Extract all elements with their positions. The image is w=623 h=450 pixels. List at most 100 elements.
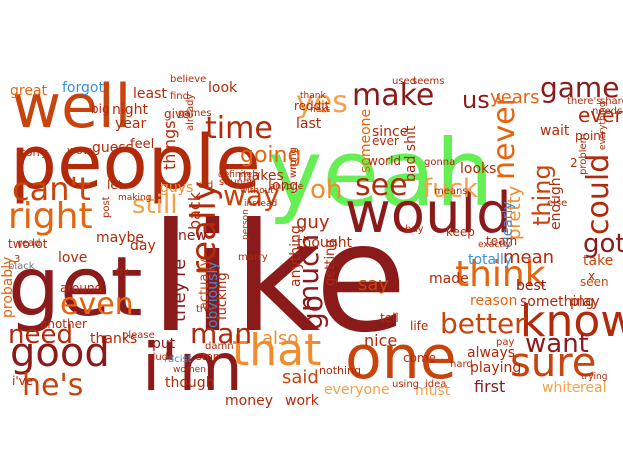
word-last: last [296,116,322,132]
word-sounds: sounds [219,177,255,188]
word-using: using [392,379,419,390]
word-wrong: wrong [288,147,299,178]
word-big: big [91,102,110,116]
word-else: else [547,198,567,209]
word-money: money [225,393,273,409]
word-well: well [12,72,131,142]
word-damn: damn [205,341,234,352]
word-share: share [600,96,623,107]
word-i-m: i'm [142,329,243,406]
word-get: get [8,240,143,335]
word-look: look [208,80,238,96]
word-stop: stop [196,350,220,363]
word-bad-shit: bad shit [403,125,419,182]
word-post: post [101,196,112,218]
word-game: game [540,71,619,104]
word-exactly: exactly [478,240,511,250]
word-ever: ever [372,134,399,148]
word-yeah: yeah [268,120,494,227]
word-give: give [164,107,189,121]
word-wait: wait [540,123,570,139]
word-can-t: can't [12,170,91,208]
word-lot: lot [32,237,48,251]
word-reason: reason [470,293,517,309]
word-sorry: sorry [20,146,48,159]
word-us: us [462,86,490,114]
word-much: much [292,234,325,312]
word-racist: racist [164,354,192,365]
word-need: need [8,320,73,350]
word-everything: everything [598,101,608,150]
word-best: best [516,278,547,294]
word-true: true [196,304,217,315]
word-around: around [60,281,102,295]
word-first: first [474,377,505,396]
word-he-s: he's [22,368,83,403]
word-point: point [575,129,606,143]
word-something: something [520,294,594,310]
word-play: play [570,294,600,310]
word-thing: thing [528,164,556,226]
word-definitely: definitely [218,170,261,180]
word-black: black [8,261,35,272]
word-games: games [178,108,212,119]
word-things: things [160,121,179,171]
word-anything: anything [288,225,304,287]
word-obviously: obviously [205,261,221,328]
word-pretty: pretty [504,185,525,240]
word-without: without [240,186,274,196]
word-nothing: nothing [319,364,361,377]
word-like: like [150,192,407,366]
word-someone: someone [358,109,374,173]
word-great: great [10,83,48,99]
word-man: man [190,317,252,350]
word-pay: pay [496,337,514,348]
word-seems: seems [412,76,444,87]
word-least: least [133,86,167,102]
word-back: back [185,191,204,230]
word-way: way [223,179,280,212]
word-love: love [58,250,87,266]
word-never: never [487,93,522,180]
word-thank: thank [300,91,326,101]
word-marry: marry [238,252,268,263]
word-dude: dude [149,352,174,363]
word-seen: seen [580,275,609,289]
word-hard: hard [450,359,473,370]
word-try: try [116,267,129,277]
word-guess: guess [92,140,133,156]
word-two: two [8,237,30,251]
word-feel: feel [130,137,154,152]
word-oh: oh [310,175,342,205]
word-let: let [107,178,123,192]
word-makes: makes [238,168,284,184]
word-gonna: gonna [424,157,455,168]
word-know: know [520,296,623,347]
word-going: going [240,143,301,168]
word-that: that [232,325,321,376]
word-always: always [467,345,515,361]
word-thought: thought [297,235,353,251]
word-guys: guys [160,180,193,196]
word-mean: mean [503,247,554,268]
word-getting: getting [323,239,338,286]
word-x: x [588,269,595,283]
word-want: want [525,329,589,359]
word-day: day [130,238,156,254]
word-another: another [40,317,87,331]
word-also: also [262,328,298,349]
word-one: one [345,323,457,393]
word-world: world [368,154,401,168]
word-real: real [580,380,607,396]
word-find: find [170,91,189,102]
word-good: good [10,330,110,376]
word-actually: actually [197,258,212,310]
word-see: see [355,168,408,203]
word-playing: playing [470,360,521,376]
word-since: since [372,124,408,140]
word-take: take [583,253,613,269]
word-got: got [583,229,623,259]
word-fuck: fuck [423,174,478,204]
word-totally: totally [468,252,512,268]
word-sure: sure [510,340,596,386]
